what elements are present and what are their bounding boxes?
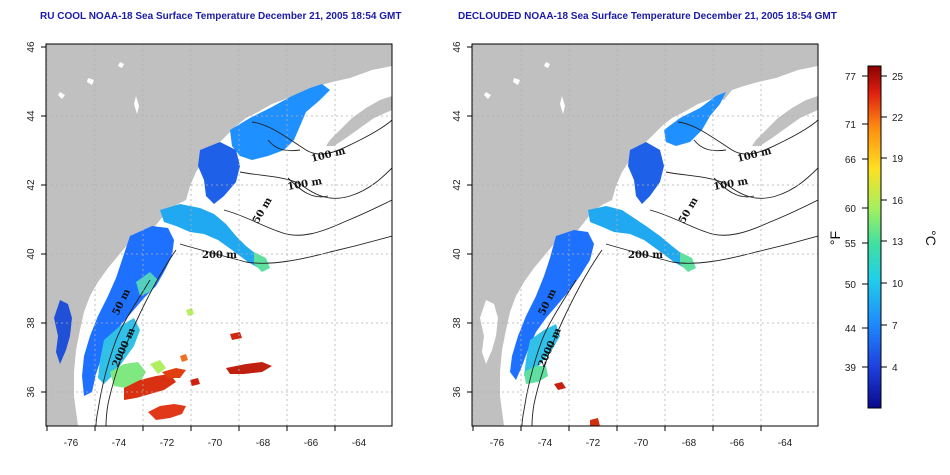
- left-lat-tick: 36: [26, 386, 37, 398]
- right-lat-tick: 38: [452, 317, 463, 329]
- left-lat-tick: 40: [26, 248, 37, 260]
- right-map: 100 m 100 m 50 m 200 m 50 m 2000 m -76 -…: [452, 41, 819, 449]
- right-nova-scotia: [752, 96, 818, 146]
- left-lon-tick: -66: [304, 438, 319, 449]
- colorbar-c-tick: 19: [892, 154, 904, 165]
- colorbar-f-tick: 77: [845, 72, 857, 83]
- colorbar-f-tick: 44: [845, 324, 857, 335]
- right-sst-patches: [510, 92, 726, 426]
- colorbar-f-tick: 39: [845, 363, 857, 374]
- left-lon-tick: -72: [160, 438, 175, 449]
- right-chesapeake: [480, 300, 498, 364]
- right-lat-tick: 40: [452, 248, 463, 260]
- colorbar-c-tick: 4: [892, 363, 898, 374]
- colorbar-c-tick: 10: [892, 279, 904, 290]
- right-lat-tick: 46: [452, 41, 463, 53]
- left-grid: [46, 44, 392, 426]
- colorbar-f-tick: 60: [845, 204, 857, 215]
- left-lon-tick: -68: [256, 438, 271, 449]
- colorbar-fahrenheit-labels: 77 71 66 60 55 50 44 39: [845, 72, 857, 374]
- left-map-title: RU COOL NOAA-18 Sea Surface Temperature …: [40, 11, 402, 22]
- colorbar-c-tick: 13: [892, 237, 904, 248]
- left-lat-tick: 44: [26, 110, 37, 122]
- colorbar-c-tick: 25: [892, 72, 904, 83]
- right-lon-tick: -74: [538, 438, 553, 449]
- right-land: [472, 44, 818, 426]
- right-bathymetry-contours: [521, 119, 818, 426]
- colorbar-gradient: [867, 65, 882, 409]
- left-axis-ticks: [41, 46, 336, 431]
- left-nova-scotia: [326, 96, 392, 146]
- left-map-frame: [45, 43, 393, 427]
- colorbar: 77 71 66 60 55 50 44 39 25 22 19 16 13 1…: [827, 65, 939, 409]
- left-land: [46, 44, 392, 426]
- left-bathymetry-contours: [95, 119, 392, 426]
- left-lon-tick-labels: -76 -74 -72 -70 -68 -66 -64: [64, 438, 367, 449]
- right-lon-tick: -64: [778, 438, 793, 449]
- colorbar-f-tick: 50: [845, 280, 857, 291]
- right-lat-tick: 44: [452, 110, 463, 122]
- right-grid: [472, 44, 818, 426]
- colorbar-celsius-labels: 25 22 19 16 13 10 7 4: [892, 72, 904, 374]
- left-contour-label-200m: 200 m: [202, 250, 237, 261]
- left-lat-tick-labels: 46 44 42 40 38 36: [26, 41, 37, 398]
- right-lon-tick: -70: [634, 438, 649, 449]
- right-map-title: DECLOUDED NOAA-18 Sea Surface Temperatur…: [458, 11, 837, 22]
- left-map: 100 m 100 m 50 m 200 m 50 m 2000 m -76 -…: [26, 41, 393, 449]
- left-lon-tick: -74: [112, 438, 127, 449]
- colorbar-c-tick: 16: [892, 196, 904, 207]
- right-axis-ticks: [467, 46, 762, 431]
- right-lat-tick: 42: [452, 179, 463, 191]
- right-lat-tick-labels: 46 44 42 40 38 36: [452, 41, 463, 398]
- colorbar-c-tick: 7: [892, 321, 898, 332]
- right-map-frame: [471, 43, 819, 427]
- left-lat-tick: 38: [26, 317, 37, 329]
- right-lon-tick-labels: -76 -74 -72 -70 -68 -66 -64: [490, 438, 793, 449]
- right-lon-tick: -76: [490, 438, 505, 449]
- colorbar-f-tick: 71: [845, 120, 857, 131]
- left-chesapeake: [54, 300, 72, 364]
- right-lon-tick: -66: [730, 438, 745, 449]
- right-lat-tick: 36: [452, 386, 463, 398]
- left-sst-patches: [82, 84, 330, 420]
- colorbar-unit-fahrenheit: °F: [827, 231, 843, 245]
- right-contour-label-200m: 200 m: [628, 250, 663, 261]
- right-lon-tick: -72: [586, 438, 601, 449]
- left-lon-tick: -76: [64, 438, 79, 449]
- left-lon-tick: -70: [208, 438, 223, 449]
- left-lon-tick: -64: [352, 438, 367, 449]
- colorbar-f-tick: 55: [845, 239, 857, 250]
- left-lat-tick: 42: [26, 179, 37, 191]
- colorbar-unit-celsius: °C: [923, 230, 939, 246]
- left-lat-tick: 46: [26, 41, 37, 53]
- colorbar-ticks: [862, 75, 887, 368]
- colorbar-c-tick: 22: [892, 113, 904, 124]
- colorbar-f-tick: 66: [845, 155, 857, 166]
- right-lon-tick: -68: [682, 438, 697, 449]
